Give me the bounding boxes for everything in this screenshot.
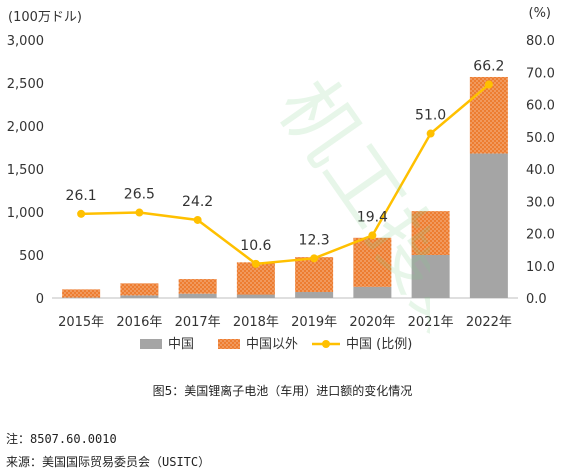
line-point-china-ratio (426, 129, 435, 138)
footnote: 注：8507.60.0010 (6, 432, 117, 446)
bar-outside-china (469, 76, 508, 154)
left-axis-tick-label: 3,000 (7, 34, 44, 49)
data-label-china-ratio: 26.1 (66, 188, 97, 204)
line-point-china-ratio (484, 80, 493, 89)
line-point-china-ratio (368, 231, 377, 240)
bar-outside-china (411, 211, 450, 255)
bar-china (236, 294, 275, 298)
data-label-china-ratio: 26.5 (124, 187, 155, 203)
bar-outside-china (62, 289, 101, 298)
right-axis-tick-label: 40.0 (526, 163, 555, 178)
right-axis-tick-label: 30.0 (526, 195, 555, 210)
left-axis-tick-label: 2,000 (7, 120, 44, 135)
x-axis-tick-label: 2022年 (466, 315, 512, 330)
line-point-china-ratio (193, 215, 202, 224)
left-axis-tick-label: 500 (19, 249, 44, 264)
bar-china (469, 153, 508, 298)
x-axis-tick-label: 2017年 (175, 315, 221, 330)
legend-marker-china-ratio (322, 340, 330, 348)
data-label-china-ratio: 66.2 (473, 59, 504, 75)
legend-swatch-china (140, 339, 162, 349)
chart-canvas: 0 500 1,000 1,500 2,000 2,500 3,000 0.0 10.0 20.0… (7, 34, 555, 352)
line-point-china-ratio (135, 208, 144, 217)
line-point-china-ratio (77, 209, 86, 218)
legend-label-outside-china: 中国以外 (246, 337, 298, 352)
data-label-china-ratio: 24.2 (182, 194, 213, 210)
figure-caption: 图5：美国锂离子电池（车用）进口额的变化情况 (152, 384, 413, 398)
bar-china (178, 293, 217, 298)
data-label-china-ratio: 19.4 (357, 209, 388, 225)
source-note: 来源：美国国际贸易委员会（USITC） (6, 455, 211, 469)
line-point-china-ratio (251, 259, 260, 268)
x-axis-tick-label: 2015年 (58, 315, 104, 330)
bar-outside-china (120, 283, 159, 296)
left-axis-tick-label: 0 (36, 292, 44, 307)
bar-outside-china (178, 279, 217, 294)
bar-china (120, 295, 159, 298)
line-point-china-ratio (310, 254, 319, 263)
legend-label-china-ratio: 中国 (比例) (346, 337, 412, 352)
data-label-china-ratio: 51.0 (415, 108, 446, 124)
x-axis-tick-label: 2020年 (349, 315, 395, 330)
x-axis-tick-label: 2021年 (408, 315, 454, 330)
right-axis-tick-label: 20.0 (526, 228, 555, 243)
bar-china (411, 255, 450, 298)
bar-china (353, 286, 392, 298)
left-axis-unit: (100万ドル) (8, 10, 82, 25)
left-axis-tick-label: 1,500 (7, 163, 44, 178)
x-axis-tick-label: 2019年 (291, 315, 337, 330)
x-axis-tick-label: 2016年 (116, 315, 162, 330)
right-axis-tick-label: 60.0 (526, 99, 555, 114)
x-axis-tick-label: 2018年 (233, 315, 279, 330)
right-axis-tick-label: 10.0 (526, 260, 555, 275)
left-axis-tick-label: 2,500 (7, 77, 44, 92)
right-axis-tick-label: 50.0 (526, 131, 555, 146)
bar-china (295, 291, 334, 298)
right-axis-tick-label: 70.0 (526, 66, 555, 81)
line-china-ratio (81, 83, 490, 266)
right-axis-tick-label: 0.0 (526, 292, 547, 307)
bar-outside-china (295, 257, 334, 292)
bar-outside-china (353, 237, 392, 287)
data-label-china-ratio: 10.6 (240, 238, 271, 254)
right-axis-unit: (%) (528, 6, 552, 21)
legend-label-china: 中国 (168, 337, 194, 352)
data-label-china-ratio: 12.3 (299, 232, 330, 248)
right-axis-tick-label: 80.0 (526, 34, 555, 49)
left-axis-tick-label: 1,000 (7, 206, 44, 221)
legend-swatch-outside-china (218, 339, 240, 349)
